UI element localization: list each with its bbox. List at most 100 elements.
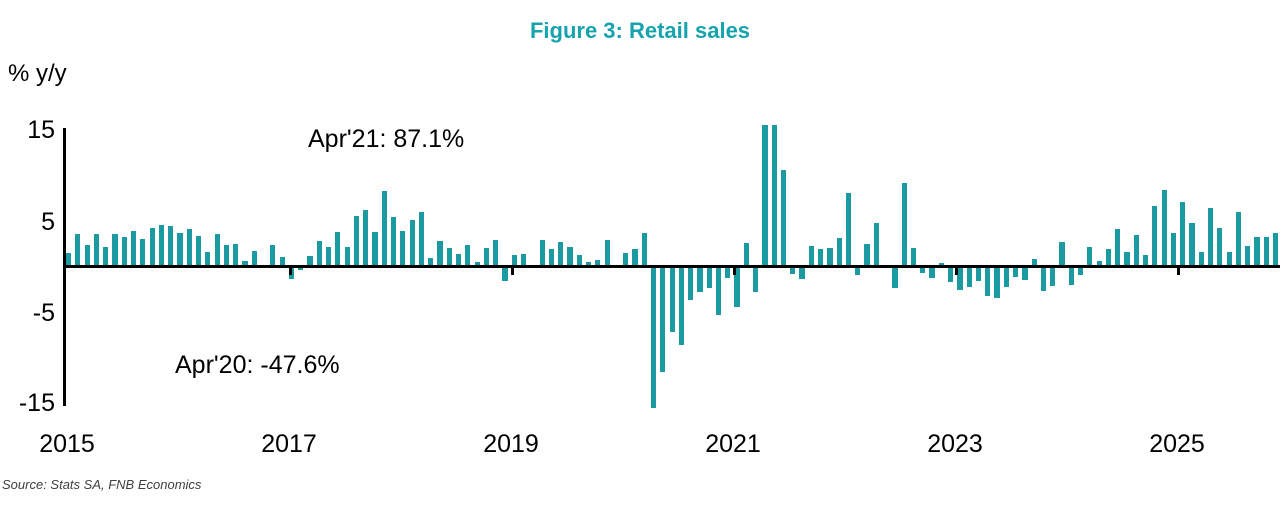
- bar: [1170, 232, 1177, 267]
- bar: [920, 266, 926, 273]
- bar: [808, 246, 814, 267]
- bar: [558, 241, 564, 267]
- bar: [1273, 232, 1279, 267]
- bar: [734, 266, 740, 307]
- x-tick-label-2025: 2025: [1149, 430, 1205, 458]
- x-axis-zero-line: [63, 265, 1280, 268]
- bar: [121, 237, 127, 267]
- bar: [233, 243, 239, 267]
- bar: [316, 240, 322, 267]
- y-tick-label-neg15: -15: [18, 389, 55, 417]
- bar: [948, 266, 954, 283]
- bar: [400, 230, 406, 267]
- bar: [1050, 266, 1056, 286]
- bar: [1180, 202, 1186, 267]
- y-tick-label-15: 15: [27, 116, 55, 144]
- bar: [697, 266, 703, 293]
- bar: [678, 266, 684, 346]
- bar: [390, 217, 397, 267]
- bar: [502, 266, 508, 282]
- x-axis-tick-2025: [1177, 266, 1180, 275]
- bar: [1068, 266, 1074, 285]
- bar: [864, 243, 870, 267]
- bar: [1040, 266, 1047, 292]
- bar: [418, 212, 424, 267]
- bar: [158, 225, 165, 267]
- bar: [66, 252, 72, 267]
- bar: [715, 266, 722, 316]
- bar: [223, 245, 230, 267]
- bar: [1133, 235, 1139, 267]
- bar: [363, 209, 369, 267]
- bar: [1245, 246, 1251, 267]
- bar: [780, 170, 787, 267]
- bar: [298, 266, 304, 271]
- bar: [1254, 237, 1260, 267]
- bar: [214, 233, 220, 267]
- bar: [1152, 206, 1158, 267]
- bar: [372, 231, 378, 267]
- bar: [799, 266, 805, 280]
- bar: [790, 266, 796, 274]
- bar: [576, 254, 582, 267]
- bar: [409, 219, 415, 267]
- bar: [251, 250, 257, 267]
- bar: [1031, 259, 1037, 267]
- bar: [1189, 222, 1195, 267]
- y-axis-unit-label: % y/y: [8, 60, 67, 87]
- y-axis-line: [63, 128, 66, 406]
- x-tick-label-2019: 2019: [483, 430, 539, 458]
- bar: [149, 228, 155, 267]
- bar: [307, 255, 313, 267]
- bar: [901, 183, 907, 267]
- bar: [845, 193, 852, 267]
- bar: [93, 233, 100, 267]
- annotation-apr21-peak: Apr'21: 87.1%: [308, 125, 465, 153]
- bar: [84, 244, 90, 267]
- bar: [344, 247, 350, 267]
- bar: [1124, 251, 1130, 267]
- bar: [660, 266, 666, 372]
- bar: [688, 266, 694, 301]
- bar: [753, 266, 759, 293]
- bar: [1078, 266, 1084, 275]
- bar: [706, 266, 712, 288]
- x-axis-tick-2021: [733, 266, 736, 275]
- bar: [1217, 228, 1223, 267]
- bar: [1208, 207, 1214, 267]
- bar: [465, 245, 471, 267]
- bar: [567, 247, 573, 267]
- bar: [632, 249, 638, 267]
- bar: [994, 266, 1000, 298]
- bar: [177, 232, 183, 267]
- chart-title: Figure 3: Retail sales: [529, 18, 751, 43]
- plot-area: Apr'21: 87.1% Apr'20: -47.6%: [63, 124, 1280, 409]
- bar: [1022, 266, 1028, 281]
- bar: [725, 266, 731, 279]
- bar: [103, 247, 109, 267]
- bar: [929, 266, 935, 279]
- bar: [511, 254, 517, 267]
- bar: [892, 266, 898, 288]
- bar: [966, 266, 972, 287]
- bar: [623, 252, 629, 267]
- bar: [270, 244, 276, 267]
- bar: [520, 253, 527, 267]
- bar: [1198, 251, 1204, 267]
- bar: [168, 226, 174, 267]
- bar: [335, 231, 341, 267]
- bar: [818, 249, 824, 267]
- bar: [381, 191, 387, 267]
- bar: [353, 216, 359, 267]
- bar: [1096, 261, 1102, 267]
- bar: [985, 266, 991, 296]
- bar: [743, 242, 749, 267]
- bar: [483, 248, 489, 267]
- bar: [855, 266, 861, 275]
- bar: [130, 230, 137, 267]
- bar: [493, 239, 499, 267]
- bar: [873, 222, 879, 267]
- x-tick-label-2023: 2023: [927, 430, 983, 458]
- bar: [1059, 241, 1065, 267]
- bar: [827, 248, 833, 267]
